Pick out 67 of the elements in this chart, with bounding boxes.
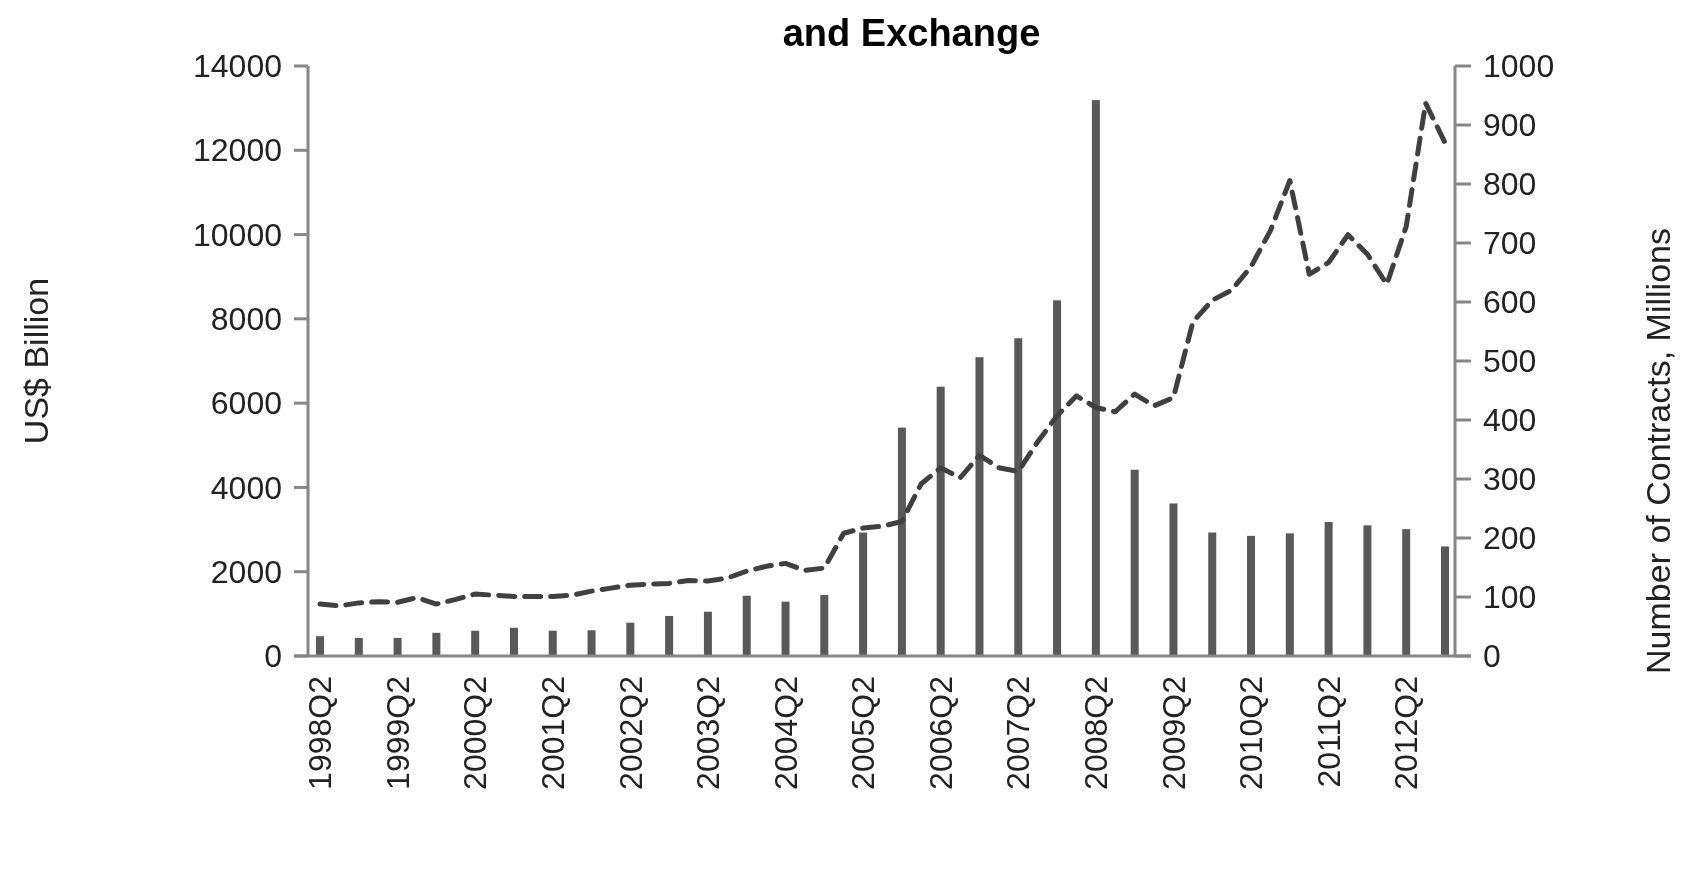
bar: [820, 594, 829, 656]
x-tick-label: 2012Q2: [1388, 676, 1425, 790]
x-tick-label: 2008Q2: [1078, 676, 1115, 790]
bar: [936, 386, 945, 656]
y-tick-label: 10000: [193, 216, 282, 253]
y2-tick-label: 400: [1483, 402, 1537, 439]
bar: [1208, 532, 1217, 656]
y-tick-label: 12000: [193, 132, 282, 169]
bar: [509, 627, 518, 656]
bar: [587, 630, 596, 656]
y-tick-label: 4000: [210, 469, 282, 506]
x-tick-label: 2005Q2: [845, 676, 882, 790]
bar: [781, 601, 790, 656]
y-axis-title: US$ Billion: [17, 277, 55, 445]
bar: [1053, 300, 1062, 656]
x-tick-label: 2006Q2: [922, 676, 959, 790]
y-tick-label: 14000: [193, 48, 282, 85]
y2-tick-label: 200: [1483, 520, 1537, 557]
y2-tick-label: 700: [1483, 225, 1537, 262]
x-tick-label: 1999Q2: [379, 676, 416, 790]
bar: [432, 632, 441, 656]
bar: [975, 357, 984, 656]
x-tick-label: 2010Q2: [1233, 676, 1270, 790]
x-tick-label: 2000Q2: [457, 676, 494, 790]
bar: [1091, 100, 1100, 656]
x-tick-label: 2003Q2: [690, 676, 727, 790]
bar: [703, 611, 712, 656]
bar: [897, 427, 906, 656]
bar: [1402, 529, 1411, 656]
y2-tick-label: 1000: [1483, 48, 1555, 85]
x-tick-label: 2009Q2: [1155, 676, 1192, 790]
y-tick-label: 2000: [210, 553, 282, 590]
bar: [1247, 535, 1256, 656]
bar: [1169, 503, 1178, 656]
y2-tick-label: 300: [1483, 461, 1537, 498]
chart-title: and Exchange: [782, 12, 1041, 54]
bar: [316, 636, 324, 656]
x-tick-label: 2002Q2: [612, 676, 649, 790]
bar: [393, 637, 402, 656]
bar: [859, 532, 868, 656]
y2-tick-label: 0: [1483, 638, 1501, 675]
bar: [471, 630, 480, 656]
y-tick-label: 6000: [210, 385, 282, 422]
bar: [1441, 546, 1449, 656]
y2-tick-label: 500: [1483, 343, 1537, 380]
bar: [1363, 525, 1372, 656]
bar: [1285, 533, 1294, 656]
y2-tick-label: 800: [1483, 166, 1537, 203]
y2-tick-label: 600: [1483, 284, 1537, 321]
y2-tick-label: 100: [1483, 579, 1537, 616]
x-tick-label: 1998Q2: [302, 676, 339, 790]
bar: [1324, 521, 1333, 656]
x-tick-label: 2011Q2: [1310, 676, 1347, 788]
bar: [354, 637, 363, 656]
bar: [1014, 338, 1023, 656]
x-tick-label: 2001Q2: [534, 676, 571, 790]
bar: [742, 595, 751, 656]
y2-axis-title: Number of Contracts, Millions: [1639, 228, 1677, 674]
y-tick-label: 8000: [210, 301, 282, 338]
y2-tick-label: 900: [1483, 107, 1537, 144]
bar: [548, 630, 557, 656]
x-tick-label: 2004Q2: [767, 676, 804, 790]
bar: [626, 622, 635, 656]
y-tick-label: 0: [264, 638, 282, 675]
bar: [1130, 469, 1139, 656]
bar: [665, 615, 674, 656]
x-tick-label: 2007Q2: [1000, 676, 1037, 790]
